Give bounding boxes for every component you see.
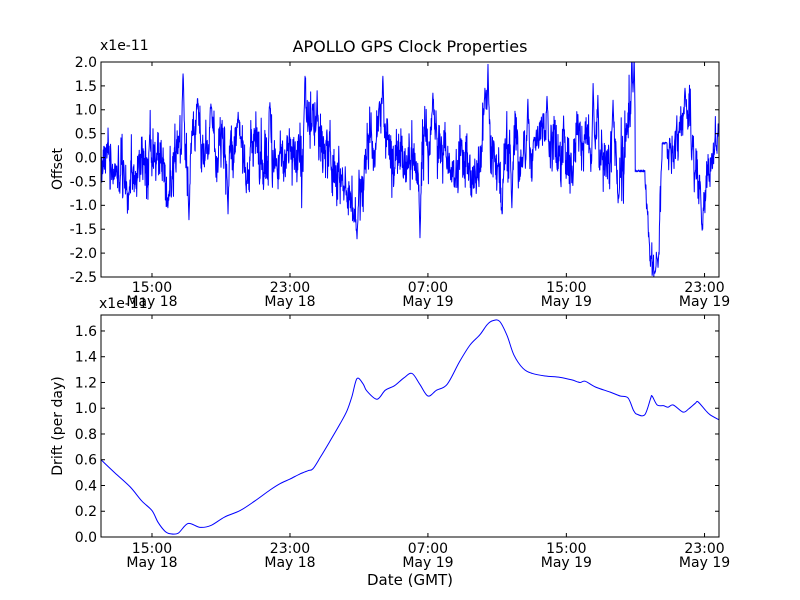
offset-series-line: [101, 62, 719, 277]
drift-series-line: [101, 319, 719, 535]
offset-y-tick-label: -1.0: [70, 198, 97, 214]
offset-x-tick-date-label: May 18: [264, 294, 315, 310]
offset-series-group: [101, 62, 719, 277]
drift-x-tick-time-label: 15:00: [546, 541, 586, 557]
offset-x-tick-time-label: 15:00: [546, 280, 586, 296]
drift-y-tick-label: 0.4: [75, 478, 97, 494]
drift-x-tick-date-label: May 19: [679, 555, 730, 571]
offset-x-tick-time-label: 23:00: [270, 280, 310, 296]
drift-y-tick-label: 0.0: [75, 530, 97, 546]
drift-x-tick-time-label: 15:00: [132, 541, 172, 557]
offset-x-tick-time-label: 15:00: [132, 280, 172, 296]
offset-x-tick-time-label: 23:00: [684, 280, 724, 296]
x-axis-label: Date (GMT): [366, 571, 454, 589]
offset-y-tick-label: 1.0: [75, 103, 97, 119]
offset-y-axis-label: Offset: [50, 147, 66, 191]
offset-y-tick-label: 2.0: [75, 55, 97, 71]
drift-axis-scale-label: x1e-11: [99, 296, 148, 312]
drift-x-tick-date-label: May 19: [402, 555, 453, 571]
offset-y-tick-label: 1.5: [75, 79, 97, 95]
drift-y-tick-label: 1.6: [75, 324, 97, 340]
drift-x-tick-date-label: May 18: [264, 555, 315, 571]
drift-x-tick-time-label: 07:00: [408, 541, 448, 557]
offset-x-tick-date-label: May 19: [541, 294, 592, 310]
offset-y-tick-label: -2.0: [70, 246, 97, 262]
drift-axis-ticks: [101, 315, 719, 538]
offset-x-tick-date-label: May 19: [679, 294, 730, 310]
offset-x-tick-time-label: 07:00: [408, 280, 448, 296]
chart-title: APOLLO GPS Clock Properties: [292, 37, 528, 56]
drift-series-group: [101, 319, 719, 535]
drift-y-tick-label: 0.8: [75, 427, 97, 443]
drift-x-tick-date-label: May 18: [126, 555, 177, 571]
offset-x-tick-date-label: May 18: [126, 294, 177, 310]
drift-y-tick-label: 0.6: [75, 453, 97, 469]
drift-x-tick-time-label: 23:00: [684, 541, 724, 557]
offset-axis-ticks: [101, 61, 719, 278]
offset-y-tick-label: -0.5: [70, 174, 97, 190]
offset-y-tick-label: -2.5: [70, 270, 97, 286]
drift-x-tick-time-label: 23:00: [270, 541, 310, 557]
drift-plot-frame: [100, 314, 720, 538]
offset-x-tick-date-label: May 19: [402, 294, 453, 310]
drift-y-tick-label: 0.2: [75, 504, 97, 520]
offset-y-tick-label: 0.5: [75, 127, 97, 143]
drift-y-axis-label: Drift (per day): [50, 376, 66, 476]
drift-y-tick-label: 1.2: [75, 375, 97, 391]
drift-x-tick-date-label: May 19: [541, 555, 592, 571]
drift-y-tick-label: 1.4: [75, 350, 97, 366]
offset-axis-scale-label: x1e-11: [100, 38, 149, 54]
offset-y-tick-label: 0.0: [75, 150, 97, 166]
drift-y-tick-label: 1.0: [75, 401, 97, 417]
offset-y-tick-label: -1.5: [70, 222, 97, 238]
offset-plot-frame: [100, 61, 720, 278]
